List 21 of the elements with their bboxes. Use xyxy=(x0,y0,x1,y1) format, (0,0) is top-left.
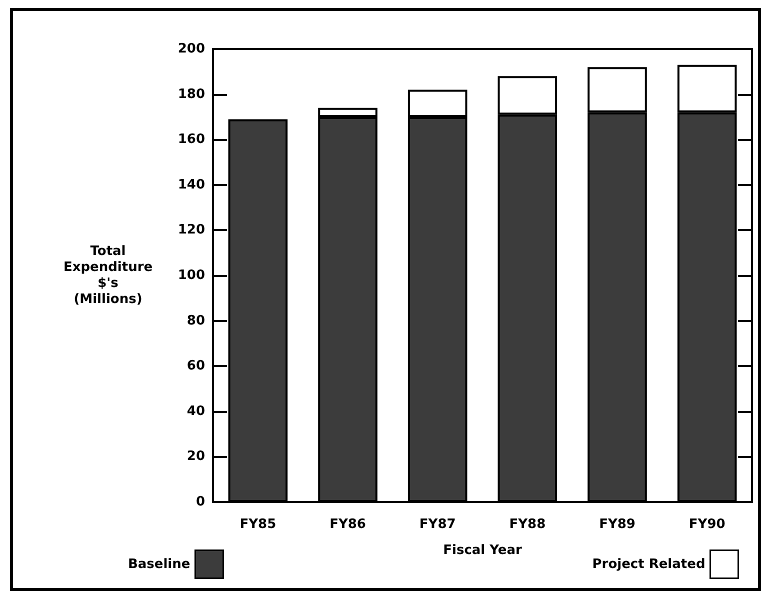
y-tick-label: 60 xyxy=(186,358,205,374)
legend-label: Project Related xyxy=(592,556,706,572)
y-tick-label: 0 xyxy=(196,494,205,510)
x-tick-label: FY86 xyxy=(330,517,366,532)
y-tick-label: 120 xyxy=(178,222,205,238)
y-tick-label: 80 xyxy=(186,313,205,328)
y-tick-label: 20 xyxy=(186,449,205,464)
y-tick-label: 140 xyxy=(178,177,205,192)
x-tick-label: FY87 xyxy=(419,517,456,532)
y-tick-label: 100 xyxy=(178,268,205,283)
x-tick-label: FY90 xyxy=(688,517,726,532)
x-tick-label: FY85 xyxy=(240,517,276,532)
y-tick-label: 160 xyxy=(178,132,205,148)
x-axis-title: Fiscal Year xyxy=(443,543,522,558)
y-tick-label: 200 xyxy=(178,42,205,56)
y-tick-label: 180 xyxy=(178,86,205,102)
legend-label: Baseline xyxy=(128,556,190,572)
x-tick-label: FY89 xyxy=(599,517,636,532)
x-tick-label: FY88 xyxy=(509,517,546,532)
y-tick-label: 40 xyxy=(186,404,205,419)
y-axis-title: Total Expenditure $'s (Millions) xyxy=(63,244,153,307)
